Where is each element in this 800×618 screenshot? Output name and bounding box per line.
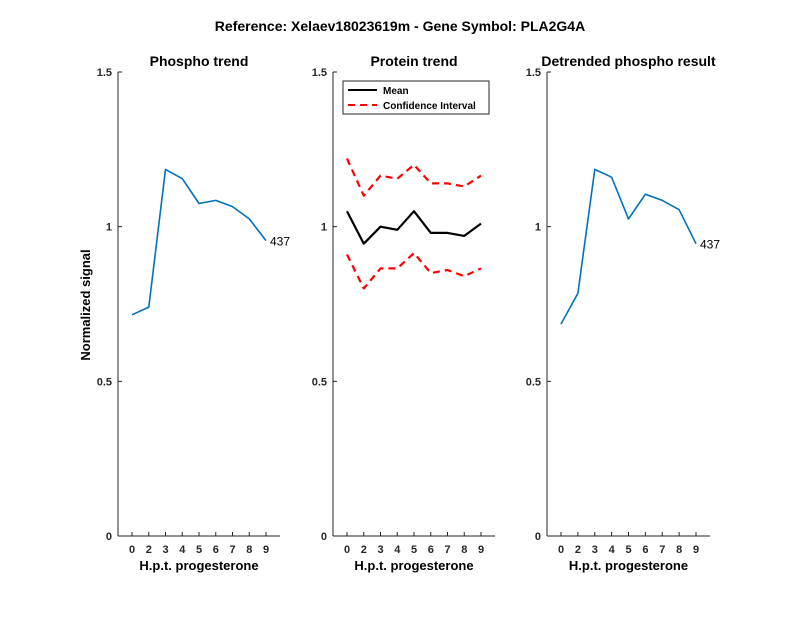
x-tick-label: 7 [229,544,235,556]
x-tick-label: 5 [411,544,417,556]
x-axis-label: H.p.t. progesterone [569,558,688,573]
legend-label: Confidence Interval [383,101,476,112]
x-tick-label: 9 [478,544,484,556]
y-tick-label: 0.5 [312,376,327,388]
y-tick-label: 0.5 [97,376,112,388]
x-tick-label: 0 [344,544,350,556]
figure-suptitle: Reference: Xelaev18023619m - Gene Symbol… [215,18,585,34]
x-tick-label: 6 [213,544,219,556]
x-tick-label: 4 [179,544,186,556]
x-tick-label: 2 [575,544,581,556]
x-axis-label: H.p.t. progesterone [139,558,258,573]
x-tick-label: 3 [592,544,598,556]
x-tick-label: 3 [162,544,168,556]
x-tick-label: 7 [444,544,450,556]
x-tick-label: 4 [609,544,616,556]
confidence-interval-line [345,158,482,197]
y-tick-label: 1 [106,222,112,234]
y-tick-label: 1.5 [312,67,327,79]
mean-series-line [346,210,482,245]
series-end-label: 437 [270,235,290,249]
x-tick-label: 6 [642,544,648,556]
panel-title: Protein trend [370,53,457,69]
y-tick-label: 0.5 [526,376,541,388]
y-axis-label: Normalized signal [78,249,93,360]
y-tick-label: 1.5 [526,67,541,79]
y-tick-label: 1 [321,222,327,234]
x-tick-label: 8 [246,544,252,556]
x-tick-label: 2 [146,544,152,556]
y-tick-label: 0 [106,531,112,543]
phospho-series-line [560,168,697,325]
x-tick-label: 2 [361,544,367,556]
x-tick-label: 5 [625,544,631,556]
x-tick-label: 8 [461,544,467,556]
x-tick-label: 7 [659,544,665,556]
x-tick-label: 8 [676,544,682,556]
legend-box [342,80,490,115]
x-tick-label: 5 [196,544,202,556]
x-axis-label: H.p.t. progesterone [354,558,473,573]
y-tick-label: 0 [321,531,327,543]
confidence-interval-line [346,251,482,290]
x-tick-label: 6 [428,544,434,556]
y-tick-label: 0 [535,531,541,543]
series-end-label: 437 [700,238,720,252]
legend-label: Mean [383,86,409,97]
phospho-series-line [131,168,267,316]
x-tick-label: 4 [394,544,401,556]
y-tick-label: 1.5 [97,67,112,79]
y-tick-label: 1 [535,222,541,234]
legend: Mean Confidence Interval [342,80,490,115]
x-tick-label: 0 [558,544,564,556]
x-tick-label: 9 [693,544,699,556]
panel-title: Phospho trend [150,53,249,69]
x-tick-label: 9 [263,544,269,556]
panel-title: Detrended phospho result [541,53,716,69]
x-tick-label: 0 [129,544,135,556]
x-tick-label: 3 [377,544,383,556]
